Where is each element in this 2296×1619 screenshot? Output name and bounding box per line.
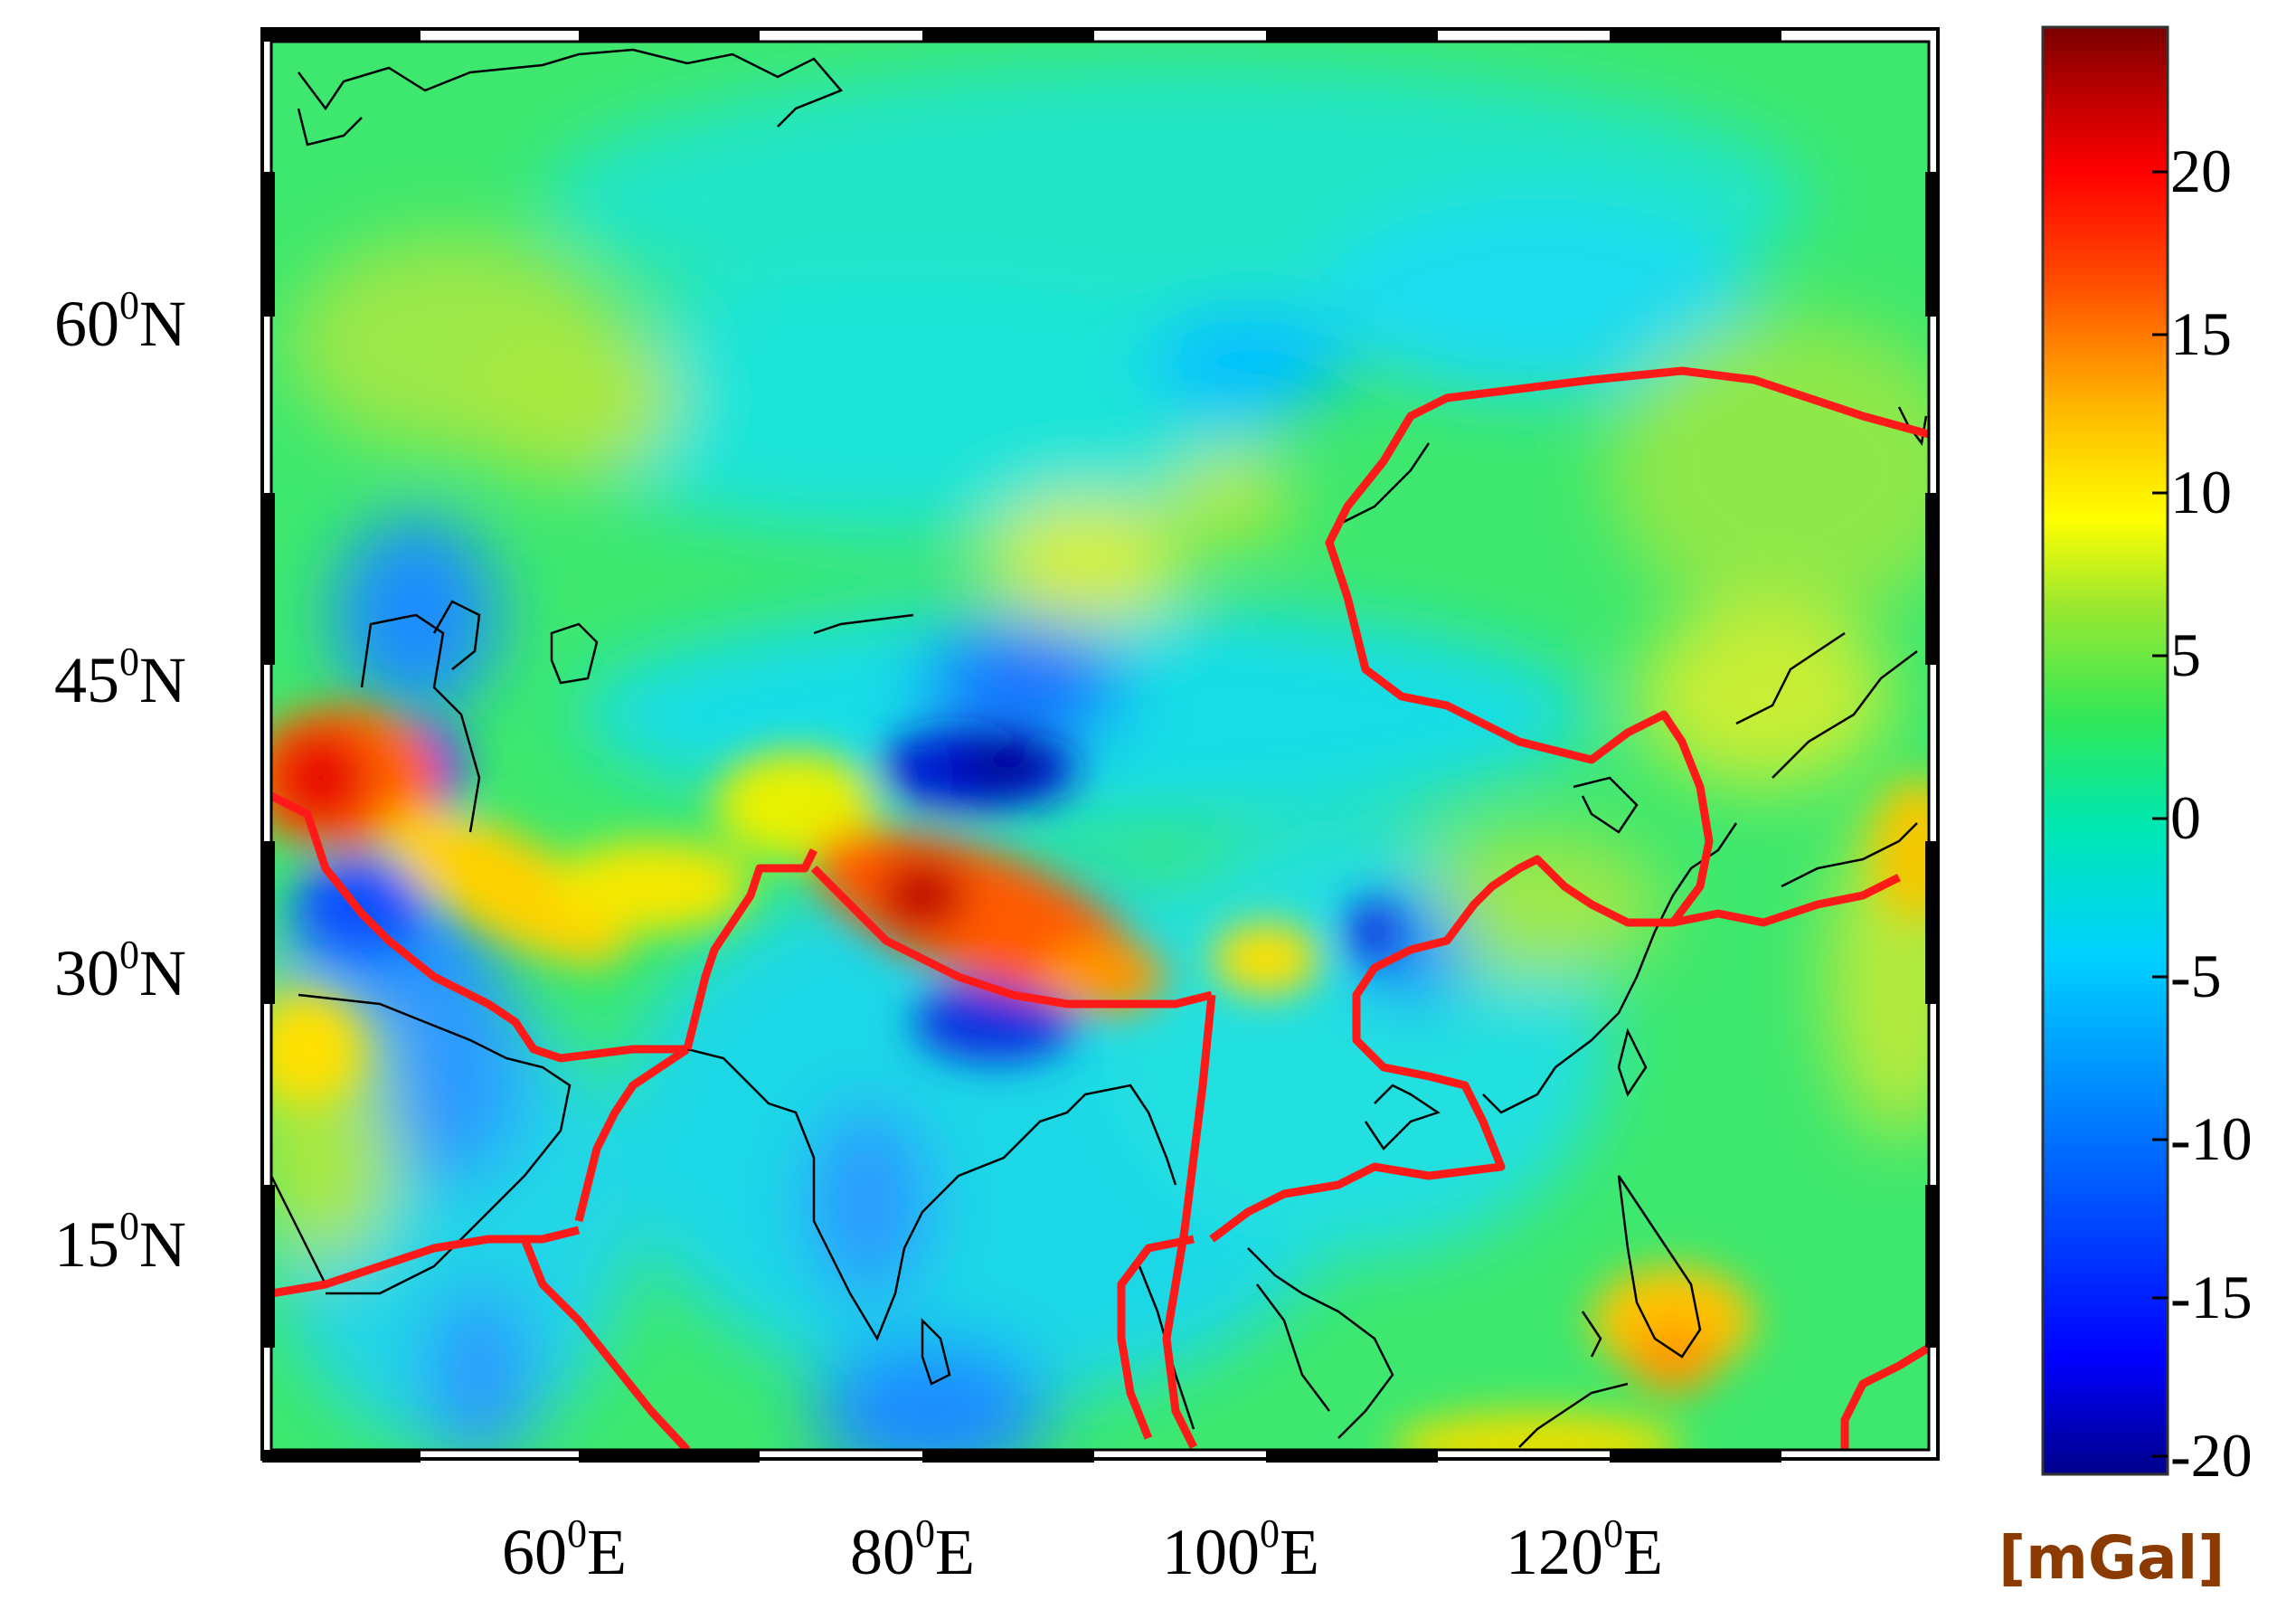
colorbar-tick-label: -20 <box>2170 1421 2253 1490</box>
lat-label-45n: 450N <box>54 639 186 716</box>
colorbar: 20 15 10 5 0 -5 -10 -15 -20 [mGal] <box>1998 25 2253 1593</box>
colorbar-ticks <box>2152 170 2168 1458</box>
plate-boundaries <box>271 366 1929 1450</box>
colorbar-tick-label: 0 <box>2170 783 2201 852</box>
lat-label-15n: 150N <box>54 1204 186 1281</box>
lon-label-120e: 1200E <box>1506 1511 1663 1588</box>
colorbar-tick-label: 20 <box>2170 137 2232 205</box>
longitude-labels: 600E 800E 1000E 1200E <box>502 1511 1663 1588</box>
lat-label-30n: 300N <box>54 933 186 1009</box>
map-frame <box>260 27 1940 1463</box>
lon-label-60e: 600E <box>502 1511 627 1588</box>
latitude-labels: 600N 450N 300N 150N <box>54 283 186 1281</box>
colorbar-tick-label: -5 <box>2170 942 2222 1010</box>
colorbar-gradient <box>2041 25 2169 1476</box>
map-field <box>271 42 1929 1450</box>
colorbar-tick-label: -15 <box>2170 1263 2253 1331</box>
colorbar-tick-label: 15 <box>2170 299 2232 368</box>
lat-label-60n: 600N <box>54 283 186 360</box>
lon-label-100e: 1000E <box>1162 1511 1319 1588</box>
coastlines <box>271 48 1928 1448</box>
colorbar-unit-label: [mGal] <box>1998 1523 2225 1593</box>
colorbar-tick-label: -10 <box>2170 1104 2253 1173</box>
lon-label-80e: 800E <box>850 1511 975 1588</box>
colorbar-tick-label: 5 <box>2170 620 2201 689</box>
colorbar-tick-label: 10 <box>2170 458 2232 526</box>
